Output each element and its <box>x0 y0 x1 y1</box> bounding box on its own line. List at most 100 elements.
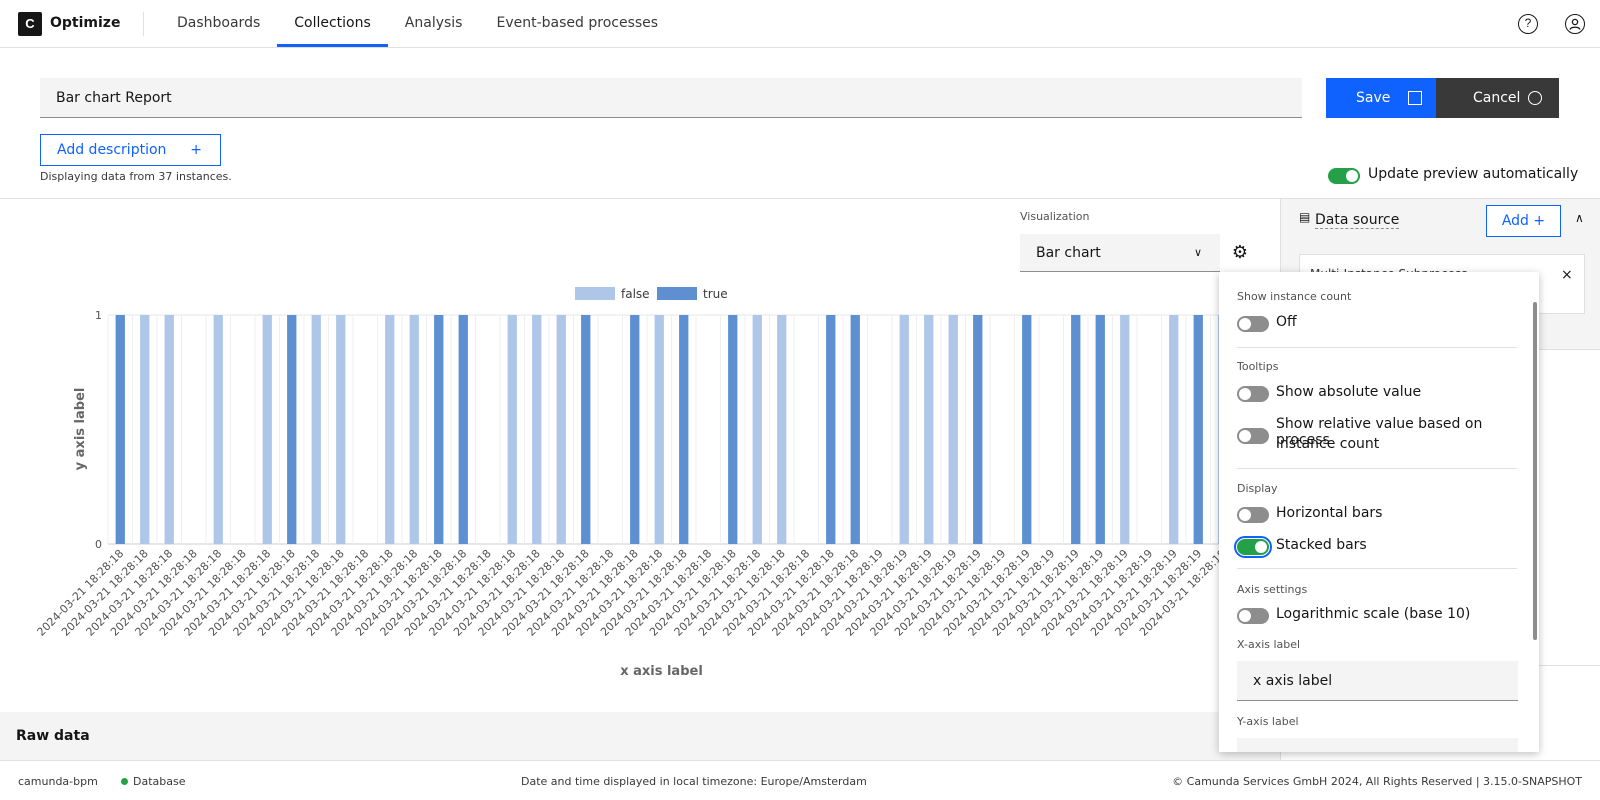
bar-true <box>458 315 468 544</box>
timezone-note: Date and time displayed in local timezon… <box>521 775 867 788</box>
bar-false <box>777 315 787 544</box>
bar-false <box>164 315 174 544</box>
y-axis-label-input[interactable] <box>1237 738 1518 752</box>
cancel-label: Cancel <box>1473 90 1521 106</box>
database-icon: ▤ <box>1299 210 1311 224</box>
add-description-label: Add description <box>57 142 167 158</box>
instances-count-text: Displaying data from 37 instances. <box>40 170 232 183</box>
bar-false <box>532 315 542 544</box>
show-absolute-label: Show absolute value <box>1276 384 1422 400</box>
show-instance-count-title: Show instance count <box>1237 290 1352 303</box>
show-relative-label-2: instance count <box>1276 436 1380 452</box>
bar-true <box>630 315 640 544</box>
show-relative-label-1: Show relative value based on process <box>1276 416 1483 448</box>
axis-settings-title: Axis settings <box>1237 583 1308 596</box>
bar-false <box>311 315 321 544</box>
bar-true <box>1022 315 1032 544</box>
visualization-selected: Bar chart <box>1036 245 1101 261</box>
app-name[interactable]: Optimize <box>50 15 121 31</box>
save-label: Save <box>1356 90 1391 106</box>
user-glyph <box>1569 18 1581 30</box>
help-icon[interactable]: ? <box>1518 14 1538 34</box>
log-scale-toggle[interactable] <box>1237 608 1269 624</box>
bar-false <box>409 315 419 544</box>
data-source-title[interactable]: Data source <box>1315 212 1400 229</box>
close-icon[interactable]: × <box>1561 267 1573 283</box>
y-tick-label: 0 <box>95 538 102 551</box>
bar-true <box>1193 315 1203 544</box>
divider <box>1237 468 1517 469</box>
bar-true <box>287 315 297 544</box>
save-button[interactable]: Save <box>1326 78 1436 118</box>
nav-tabs: Dashboards Collections Analysis Event-ba… <box>160 0 675 48</box>
tab-analysis[interactable]: Analysis <box>404 15 463 31</box>
visualization-select[interactable]: Bar chart ∨ <box>1020 234 1220 272</box>
bar-true <box>826 315 836 544</box>
bar-true <box>973 315 983 544</box>
bar-false <box>140 315 150 544</box>
report-title-input[interactable] <box>40 78 1302 118</box>
chevron-down-icon: ∨ <box>1193 246 1202 259</box>
tab-collections[interactable]: Collections <box>277 0 388 47</box>
y-axis-label-title: Y-axis label <box>1237 715 1299 728</box>
copyright: © Camunda Services GmbH 2024, All Rights… <box>1172 775 1582 788</box>
save-icon <box>1408 91 1422 105</box>
bar-true <box>434 315 444 544</box>
bar-false <box>924 315 934 544</box>
bar-false <box>899 315 909 544</box>
legend-label-false: false <box>621 287 650 301</box>
chevron-up-icon[interactable]: ∧ <box>1575 211 1584 225</box>
camunda-logo[interactable]: C <box>18 12 42 36</box>
legend-label-true: true <box>703 287 728 301</box>
legend-swatch-true <box>657 287 697 300</box>
report-header: Save Cancel Add description + Displaying… <box>0 48 1600 199</box>
bar-true <box>679 315 689 544</box>
bar-false <box>654 315 664 544</box>
top-nav: C Optimize Dashboards Collections Analys… <box>0 0 1600 48</box>
stacked-bars-label: Stacked bars <box>1276 537 1367 553</box>
y-axis-title: y axis label <box>73 388 88 471</box>
divider <box>1237 568 1517 569</box>
bar-false <box>385 315 395 544</box>
show-instance-count-toggle[interactable] <box>1237 316 1269 332</box>
show-absolute-toggle[interactable] <box>1237 386 1269 402</box>
display-title: Display <box>1237 482 1278 495</box>
tab-dashboards[interactable]: Dashboards <box>177 15 261 31</box>
cancel-button[interactable]: Cancel <box>1436 78 1559 118</box>
update-preview-toggle[interactable] <box>1328 168 1360 184</box>
database-status: Database <box>121 775 186 788</box>
cancel-icon <box>1528 91 1542 105</box>
update-preview-label: Update preview automatically <box>1368 166 1579 182</box>
add-data-source-button[interactable]: Add + <box>1486 205 1561 237</box>
tab-event-based-processes[interactable]: Event-based processes <box>496 15 659 31</box>
show-relative-toggle[interactable] <box>1237 428 1269 444</box>
footer: camunda-bpm Database Date and time displ… <box>0 760 1600 800</box>
user-icon[interactable] <box>1565 14 1585 34</box>
horizontal-bars-label: Horizontal bars <box>1276 505 1383 521</box>
stacked-bars-toggle[interactable] <box>1234 536 1272 558</box>
chart-config-popover: Show instance count Off Tooltips Show ab… <box>1219 272 1539 752</box>
plus-icon: + <box>190 142 202 158</box>
add-description-button[interactable]: Add description + <box>40 134 221 166</box>
bar-false <box>507 315 517 544</box>
nav-divider <box>143 12 144 36</box>
raw-data-header[interactable]: Raw data <box>0 712 1280 760</box>
gear-icon[interactable]: ⚙ <box>1220 234 1260 272</box>
legend-swatch-false <box>575 287 615 300</box>
visualization-label: Visualization <box>1020 210 1090 223</box>
bar-false <box>213 315 223 544</box>
bar-true <box>728 315 738 544</box>
bar-true <box>115 315 125 544</box>
bar-false <box>336 315 346 544</box>
x-axis-label-input[interactable] <box>1237 661 1518 701</box>
x-axis-title: x axis label <box>620 664 703 679</box>
bar-true <box>1095 315 1105 544</box>
engine-name: camunda-bpm <box>18 775 98 788</box>
log-scale-label: Logarithmic scale (base 10) <box>1276 606 1471 622</box>
horizontal-bars-toggle[interactable] <box>1237 507 1269 523</box>
bar-false <box>948 315 958 544</box>
tooltips-title: Tooltips <box>1237 360 1279 373</box>
popover-scrollbar[interactable] <box>1533 302 1537 640</box>
bar-false <box>1169 315 1179 544</box>
